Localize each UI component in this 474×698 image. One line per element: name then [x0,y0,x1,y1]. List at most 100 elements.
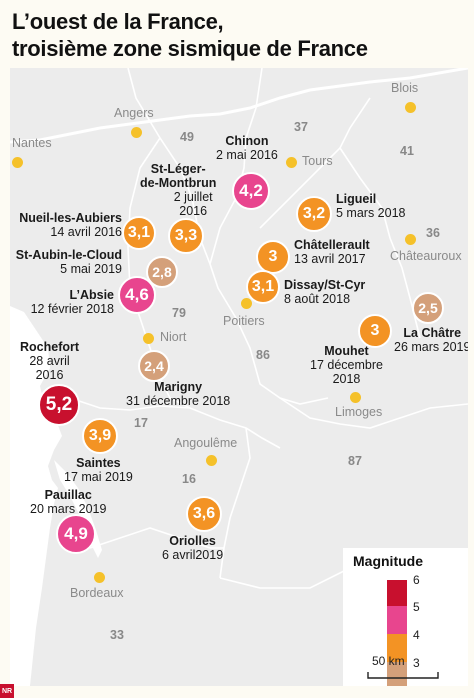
legend-tick-4: 4 [413,628,420,642]
event-bubble-marigny: 2,4 [138,350,170,382]
event-name: Nueil-les-Aubiers [19,211,122,225]
event-bubble-mouhet: 3 [358,314,392,348]
event-date-line-1: 2 juillet [173,190,213,204]
event-bubble-oriolles: 3,6 [186,496,222,532]
event-date: 26 mars 2019 [394,340,468,354]
dept-number-33: 33 [110,628,124,642]
legend-swatch-4-5 [387,606,407,634]
event-label-marigny: Marigny 31 décembre 2018 [126,380,230,408]
event-bubble-dissay: 3,1 [246,270,280,304]
event-bubble-pauillac: 4,9 [56,514,96,554]
loire-river [10,68,468,144]
dept-number-17: 17 [134,416,148,430]
event-name: Saintes [76,456,121,470]
event-date: 5 mars 2018 [336,206,406,220]
legend-tick-5: 5 [413,600,420,614]
event-date: 31 décembre 2018 [126,394,231,408]
event-date: 12 février 2018 [30,302,114,316]
event-label-labsie: L’Absie 12 février 2018 [10,288,114,316]
city-label-angouleme: Angoulême [174,436,238,450]
event-date-line-2: 2016 [179,204,208,218]
city-label-nantes: Nantes [12,136,52,150]
event-label-pauillac: Pauillac 20 mars 2019 [30,488,106,516]
event-date: 17 mai 2019 [64,470,133,484]
title-line-2: troisième zone sismique de France [12,36,368,61]
legend-title: Magnitude [353,553,423,569]
title-line-1: L’ouest de la France, [12,9,224,34]
city-dot-limoges [350,392,361,403]
event-name: Pauillac [44,488,92,502]
city-label-niort: Niort [160,330,187,344]
event-name: Chinon [225,134,269,148]
legend-swatch-5-6 [387,580,407,606]
event-label-chatellerault: Châtellerault 13 avril 2017 [294,238,370,266]
legend-tick-3: 3 [413,656,420,670]
event-bubble-ligueil: 3,2 [296,196,332,232]
event-date: 20 mars 2019 [30,502,107,516]
event-name: L’Absie [69,288,114,302]
event-bubble-saintes: 3,9 [82,418,118,454]
dept-number-86: 86 [256,348,270,362]
city-dot-angouleme [206,455,217,466]
city-dot-bordeaux [94,572,105,583]
event-date-line-2: 2018 [332,372,361,386]
event-name-line-2: de-Montbrun [140,176,217,190]
event-date: 8 août 2018 [284,292,351,306]
event-bubble-st-leger: 3,3 [168,218,204,254]
event-bubble-labsie: 4,6 [118,276,156,314]
event-date-line-1: 17 décembre [310,358,383,372]
event-name: Rochefort [20,340,80,354]
event-label-saintes: Saintes 17 mai 2019 [64,456,133,484]
dept-number-16: 16 [182,472,196,486]
legend-swatch-3-4 [387,634,407,662]
event-label-oriolles: Oriolles 6 avril2019 [162,534,223,562]
event-name: Châtellerault [294,238,370,252]
city-dot-poitiers [241,298,252,309]
city-label-tours: Tours [302,154,333,168]
event-label-st-aubin: St-Aubin-le-Cloud 5 mai 2019 [10,248,122,276]
city-label-angers: Angers [114,106,154,120]
dept-number-49: 49 [180,130,194,144]
event-name: Dissay/St-Cyr [284,278,366,292]
event-label-st-leger: St-Léger- de-Montbrun 2 juillet 2016 [140,162,216,218]
city-dot-tours [286,157,297,168]
magnitude-legend: Magnitude 6 5 4 3 2 [343,548,468,686]
dept-number-37: 37 [294,120,308,134]
event-name: Mouhet [324,344,369,358]
dept-number-79: 79 [172,306,186,320]
city-label-limoges: Limoges [335,405,383,419]
map-area: Angers Blois Nantes Tours Châteauroux Ni… [10,68,468,686]
event-date: 14 avril 2016 [50,225,122,239]
event-name: Marigny [154,380,203,394]
event-name: Ligueil [336,192,377,206]
map-background [10,68,468,686]
atlantic-ocean [10,306,62,686]
event-name: La Châtre [403,326,462,340]
event-date-line-2: 2016 [35,368,64,382]
event-label-mouhet: Mouhet 17 décembre 2018 [310,344,383,386]
city-dot-chateauroux [405,234,416,245]
event-label-dissay: Dissay/St-Cyr 8 août 2018 [284,278,365,306]
dept-number-36: 36 [426,226,440,240]
city-dot-nantes [12,157,23,168]
event-label-rochefort: Rochefort 28 avril 2016 [20,340,79,382]
legend-tick-6: 6 [413,573,420,587]
event-date: 2 mai 2016 [216,148,278,162]
dept-number-41: 41 [400,144,414,158]
event-name-line-1: St-Léger- [150,162,206,176]
publisher-logo: NR [0,684,14,698]
event-label-la-chatre: La Châtre 26 mars 2019 [394,326,468,354]
event-bubble-rochefort: 5,2 [38,384,80,426]
city-dot-angers [131,127,142,138]
event-date: 13 avril 2017 [294,252,366,266]
event-name: Oriolles [169,534,216,548]
event-label-nueil: Nueil-les-Aubiers 14 avril 2016 [10,211,122,239]
event-bubble-la-chatre: 2,5 [412,292,444,324]
department-borders [69,68,468,589]
city-label-bordeaux: Bordeaux [70,586,124,600]
event-date-line-1: 28 avril [29,354,70,368]
event-bubble-chatellerault: 3 [256,240,290,274]
city-label-chateauroux: Châteauroux [390,249,462,263]
dept-number-87: 87 [348,454,362,468]
